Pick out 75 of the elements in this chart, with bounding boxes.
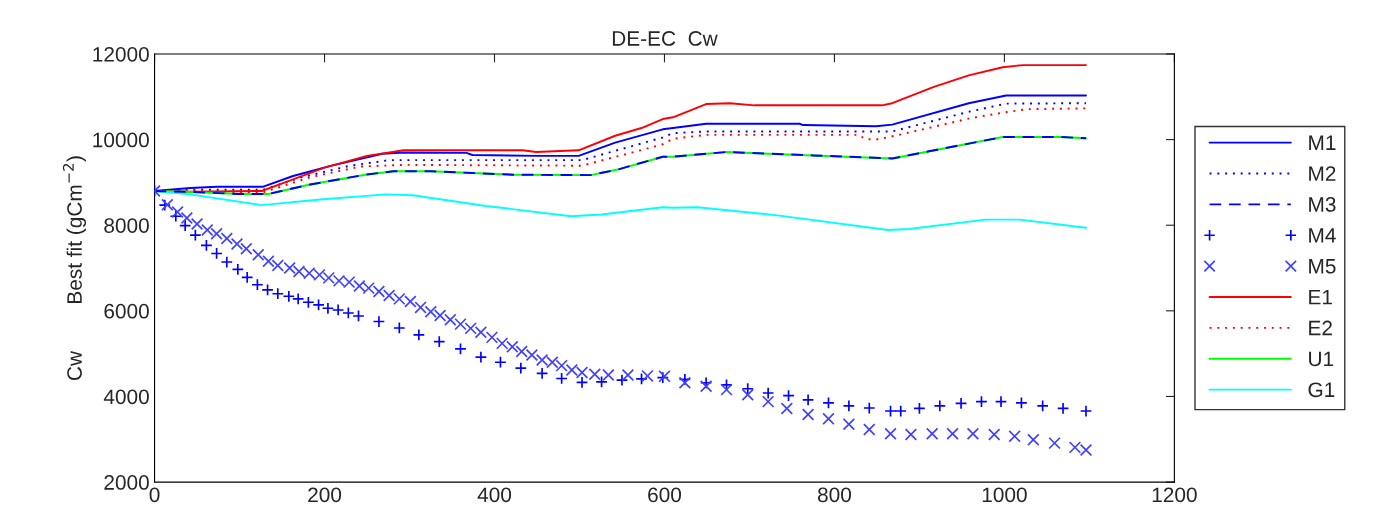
point [741,382,754,395]
legend-label: E2 [1309,320,1332,336]
point [474,350,488,364]
point [302,296,315,309]
x-tick-label: 200 [308,487,342,503]
point [595,375,608,389]
y-tick-label: 4000 [103,389,149,405]
point [913,402,926,415]
point [231,263,245,276]
y-tick-label: 10000 [93,132,149,148]
point [761,386,775,400]
x-tick-label: 1000 [982,487,1027,503]
point [1036,399,1049,413]
x-tick-label: 800 [817,487,852,503]
point [884,404,897,418]
legend-label: E1 [1309,289,1332,305]
point [393,321,406,335]
point [933,399,947,413]
legend-label: M2 [1309,166,1336,181]
y-tick-label: 8000 [104,218,149,233]
point [342,306,355,320]
point [801,393,815,407]
point [331,303,345,317]
point [894,404,907,418]
point [282,290,296,303]
point [615,373,629,387]
point [514,361,528,375]
point [210,247,223,260]
point [178,219,192,232]
y-axis-title: Cw Best fit (gCm$^{−2}$) [62,156,87,380]
legend-label: M3 [1309,197,1336,212]
point [200,239,213,252]
point [220,255,234,269]
point [1079,404,1093,418]
point [975,395,988,408]
point [372,315,386,328]
point [454,342,467,356]
point [555,372,568,385]
point [433,335,446,348]
x-tick-label: 600 [648,487,682,503]
y-tick-label: 12000 [93,46,149,62]
legend-label: M4 [1309,228,1336,243]
point [535,367,549,380]
point [822,396,835,410]
point [1015,396,1028,410]
point [271,287,285,300]
x-tick-label: 1200 [1152,487,1197,503]
point [261,283,274,297]
point [169,210,183,223]
point [863,401,876,415]
point [994,395,1008,408]
y-tick-label: 2000 [104,475,149,490]
point [412,328,426,342]
point [189,228,202,242]
x-tick-label: 400 [477,487,512,503]
y-tick-label: 6000 [104,303,149,319]
point [321,302,335,315]
legend-label: U1 [1309,351,1334,367]
legend-label: M1 [1309,135,1336,150]
x-tick-label: 0 [149,487,160,503]
point [1056,402,1070,415]
legend-label: M5 [1309,259,1336,274]
point [312,298,325,312]
chart-title: DE-EC Cw [612,31,718,46]
point [575,376,589,389]
point [954,397,968,410]
point [240,271,254,284]
point [352,309,365,323]
point [251,278,264,291]
point [291,292,305,306]
point [635,372,648,386]
point [782,389,795,402]
point [842,399,856,413]
legend-label: G1 [1308,382,1335,398]
point [494,355,507,369]
